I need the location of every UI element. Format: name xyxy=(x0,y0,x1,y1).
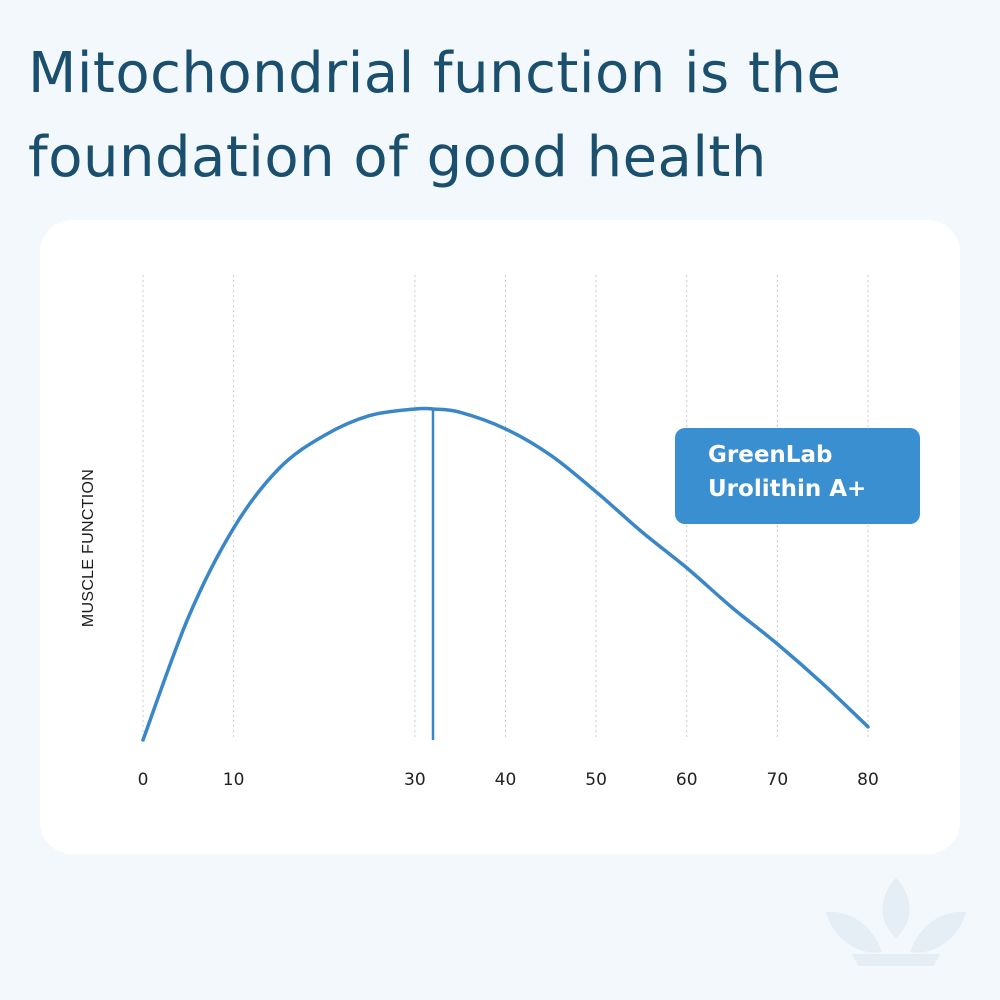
x-tick-label: 0 xyxy=(137,770,149,790)
x-tick-label: 40 xyxy=(494,770,517,790)
x-tick-label: 80 xyxy=(857,770,879,790)
legend-box: GreenLab Urolithin A+ xyxy=(675,428,920,524)
x-tick-label: 30 xyxy=(404,770,426,790)
legend-line-1: GreenLab xyxy=(708,442,833,468)
title-line-2: foundation of good health xyxy=(28,125,767,190)
leaf-logo-icon xyxy=(826,878,966,966)
x-tick-label: 70 xyxy=(766,770,789,790)
y-axis-label: MUSCLE FUNCTION xyxy=(80,468,97,628)
x-tick-label: 60 xyxy=(675,770,698,790)
title-line-1: Mitochondrial function is the xyxy=(28,41,842,106)
legend-line-2: Urolithin A+ xyxy=(708,476,867,502)
page-title: Mitochondrial function is the foundation… xyxy=(28,32,988,200)
series-line-urolithin xyxy=(141,406,870,742)
x-tick-label: 10 xyxy=(222,770,245,790)
chart-card xyxy=(40,220,960,854)
x-tick-label: 50 xyxy=(585,770,607,790)
